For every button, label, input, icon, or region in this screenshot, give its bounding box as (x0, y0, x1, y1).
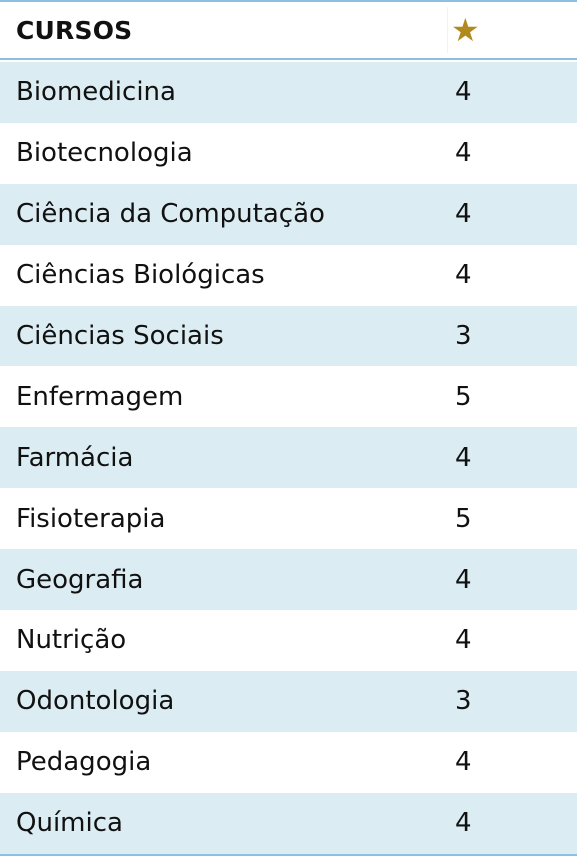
table-row: Ciências Sociais 3 (0, 305, 577, 367)
table-row: Química 4 (0, 792, 577, 854)
table-row: Ciências Biológicas 4 (0, 245, 577, 306)
course-name: Pedagogia (16, 747, 152, 778)
course-rating: 4 (455, 77, 472, 108)
table-row: Ciência da Computação 4 (0, 183, 577, 245)
table-row: Pedagogia 4 (0, 732, 577, 793)
course-name: Biotecnologia (16, 138, 193, 169)
course-name: Ciências Biológicas (16, 260, 265, 291)
course-name: Farmácia (16, 442, 134, 473)
star-icon: ★ (451, 11, 480, 49)
course-rating: 5 (455, 381, 472, 412)
course-rating: 4 (455, 442, 472, 473)
course-rating: 4 (455, 808, 472, 839)
course-rating: 4 (455, 199, 472, 230)
table-row: Geografia 4 (0, 549, 577, 611)
table-row: Farmácia 4 (0, 427, 577, 489)
course-name: Ciências Sociais (16, 321, 224, 351)
table-row: Enfermagem 5 (0, 366, 577, 427)
course-rating: 4 (455, 564, 472, 595)
course-rating: 5 (455, 503, 472, 534)
course-name: Nutrição (16, 625, 127, 656)
table-row: Biotecnologia 4 (0, 123, 577, 184)
rating-column-header: ★ (447, 7, 480, 53)
course-rating: 4 (455, 138, 472, 169)
course-name: Química (16, 808, 123, 839)
table-row: Biomedicina 4 (0, 62, 577, 123)
table-row: Nutrição 4 (0, 610, 577, 671)
table-body: Biomedicina 4 Biotecnologia 4 Ciência da… (0, 62, 577, 854)
course-rating: 4 (455, 625, 472, 656)
table-header: CURSOS ★ (0, 2, 577, 60)
table-row: Fisioterapia 5 (0, 488, 577, 549)
course-name: Ciência da Computação (16, 199, 325, 230)
course-name: Geografia (16, 564, 144, 595)
course-rating: 4 (455, 747, 472, 778)
course-name: Enfermagem (16, 381, 184, 412)
course-rating: 3 (455, 321, 472, 351)
course-name: Odontologia (16, 686, 175, 717)
table-row: Odontologia 3 (0, 670, 577, 732)
course-rating: 3 (455, 686, 472, 717)
course-rating: 4 (455, 260, 472, 291)
course-name: Biomedicina (16, 77, 176, 108)
course-name: Fisioterapia (16, 503, 166, 534)
courses-column-header: CURSOS (16, 15, 133, 45)
